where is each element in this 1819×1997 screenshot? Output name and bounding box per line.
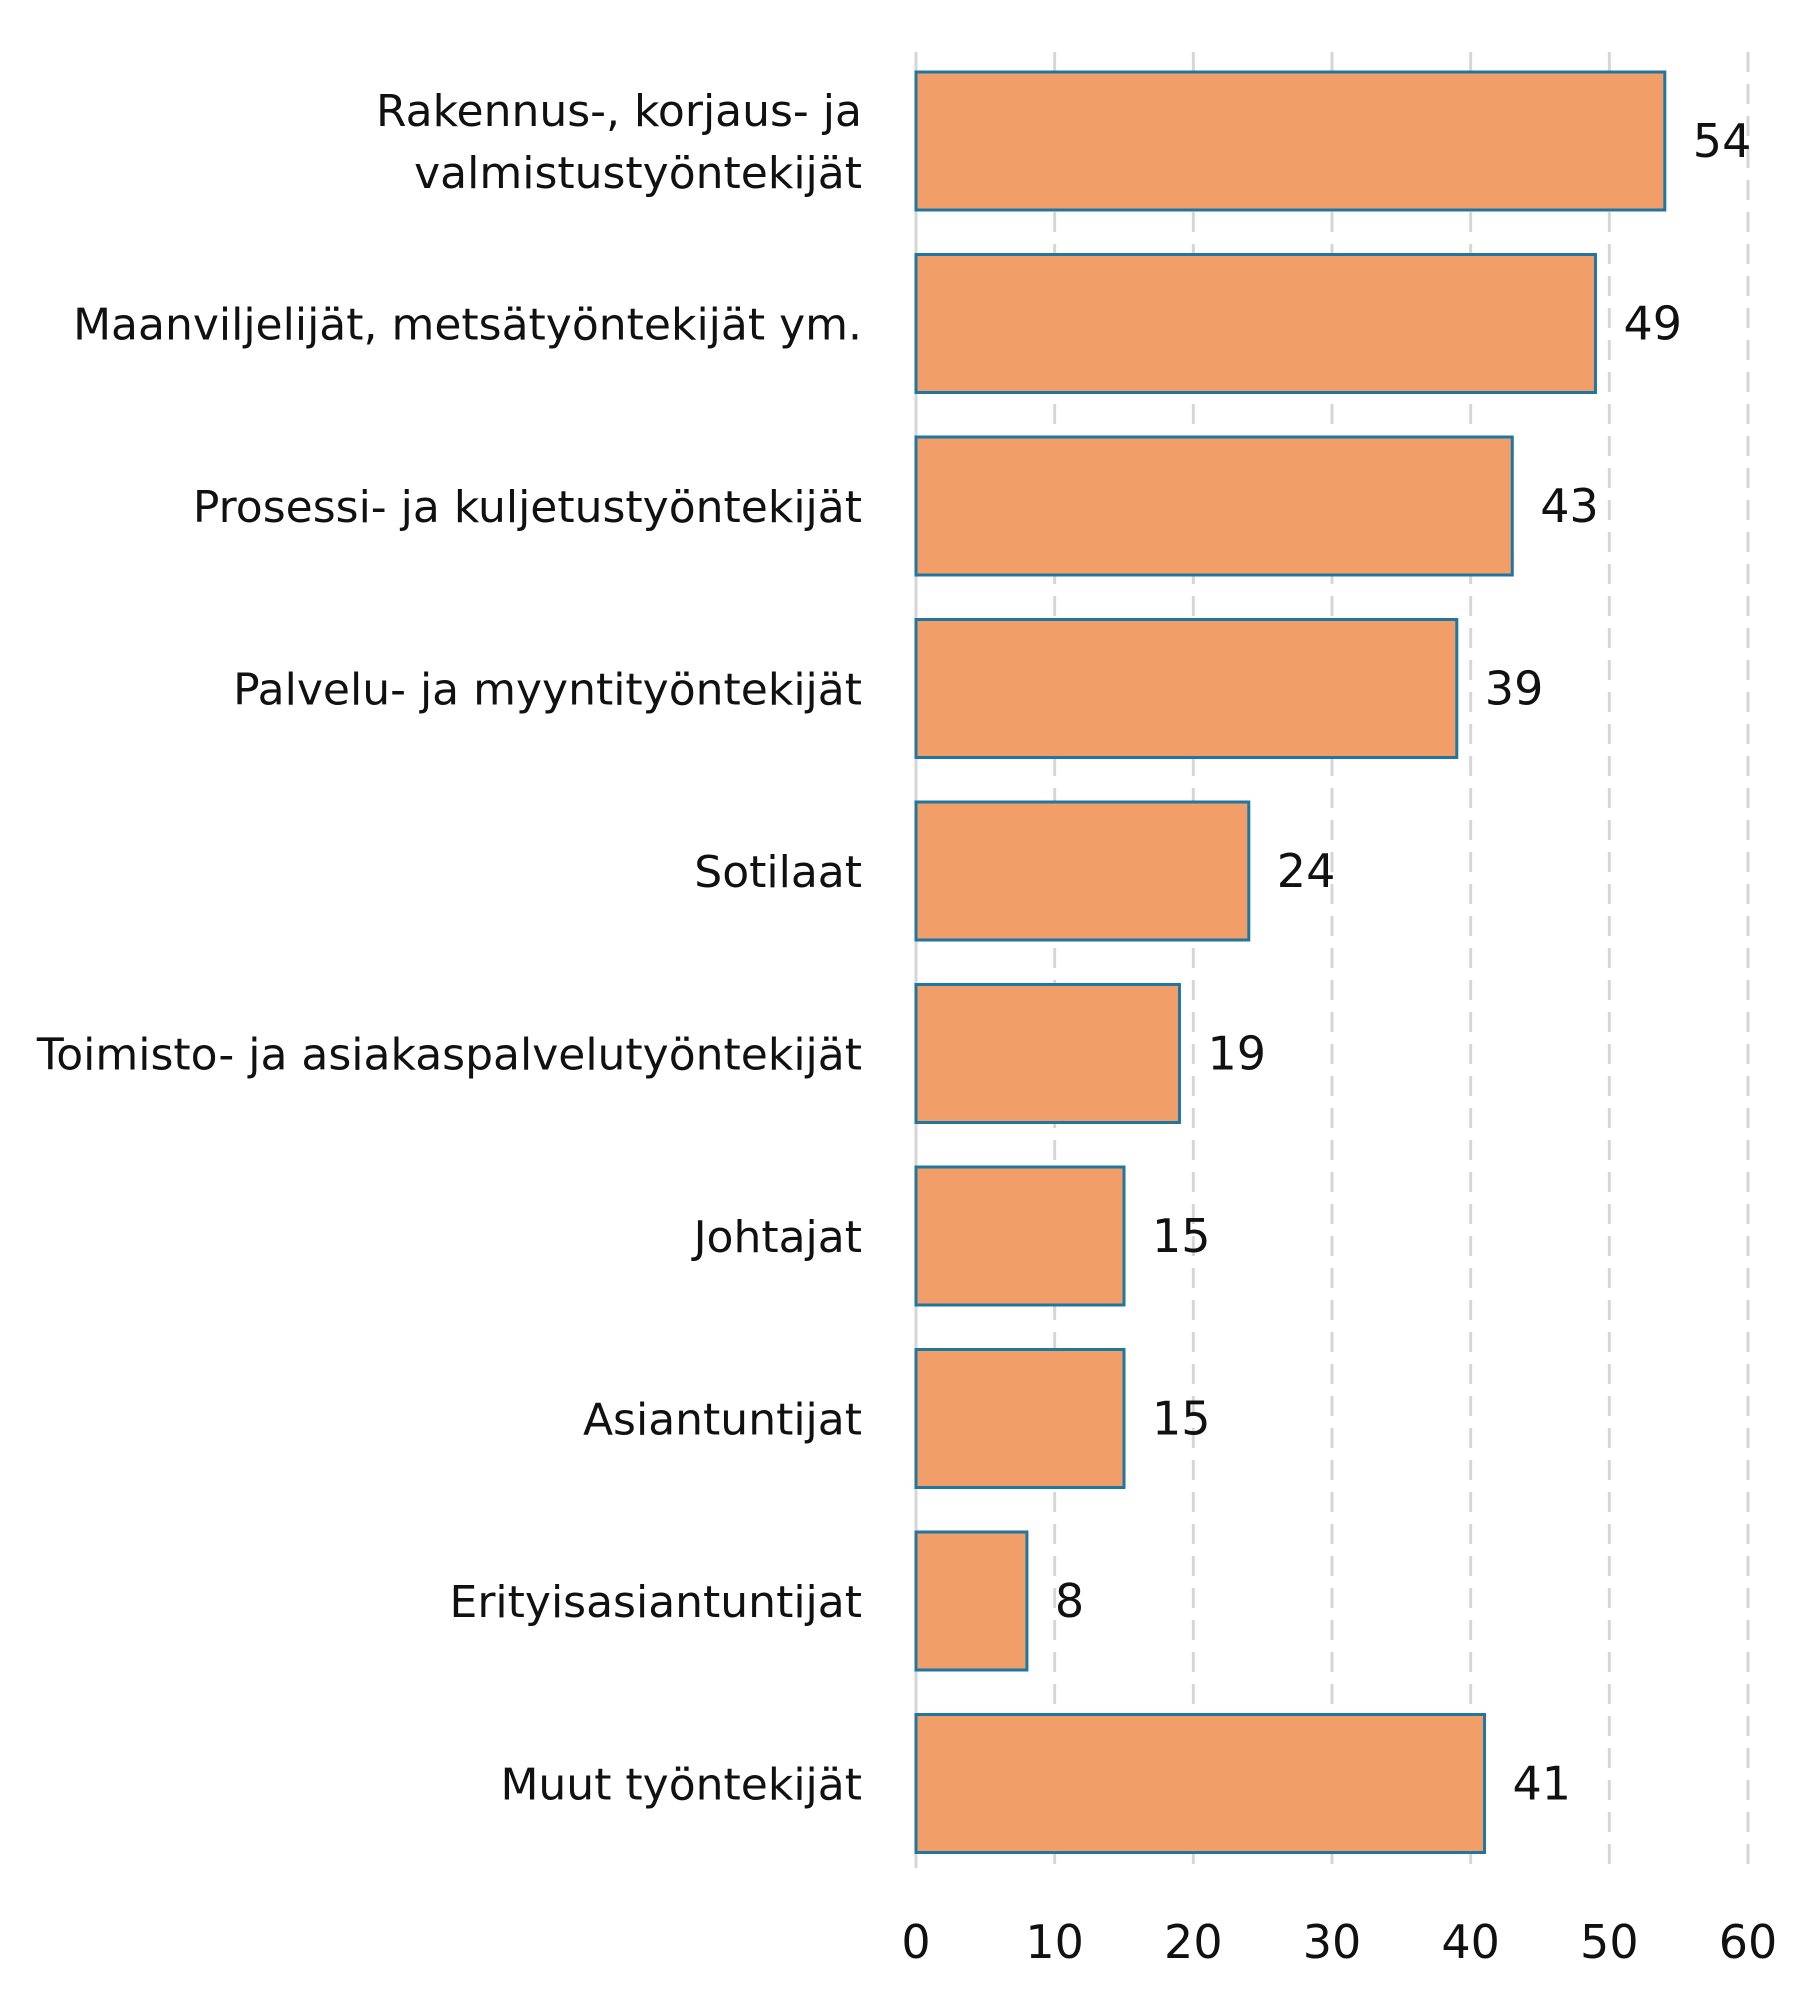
value-label-9: 41 <box>1513 1757 1572 1811</box>
bar-4 <box>914 800 1251 942</box>
x-tick-label-30: 30 <box>1303 1915 1362 1969</box>
category-label-0: Rakennus-, korjaus- ja valmistustyöntekij… <box>376 86 862 199</box>
value-label-7: 15 <box>1152 1392 1211 1446</box>
category-label-4: Sotilaat <box>694 847 862 898</box>
category-label-9: Muut työntekijät <box>500 1760 862 1811</box>
bar-3 <box>914 618 1459 759</box>
category-label-line: Palvelu- ja myyntityöntekijät <box>233 665 862 716</box>
x-tick-label-40: 40 <box>1441 1915 1500 1969</box>
category-label-8: Erityisasiantuntijat <box>450 1577 862 1628</box>
bar-5 <box>914 983 1181 1124</box>
value-label-5: 19 <box>1207 1027 1266 1081</box>
bar-1 <box>914 253 1597 394</box>
category-label-line: Prosessi- ja kuljetustyöntekijät <box>193 482 862 533</box>
value-label-4: 24 <box>1277 844 1336 898</box>
category-label-line: valmistustyöntekijät <box>414 148 862 199</box>
x-axis-ticks: 0 10 20 30 40 50 60 <box>901 1915 1777 1969</box>
category-labels: Rakennus-, korjaus- ja valmistustyöntekij… <box>36 86 862 1811</box>
value-label-8: 8 <box>1055 1574 1084 1628</box>
value-label-0: 54 <box>1693 114 1752 168</box>
bar-7 <box>914 1348 1126 1489</box>
bar-2 <box>914 435 1514 577</box>
category-label-line: Toimisto- ja asiakaspalvelutyöntekijät <box>36 1030 862 1081</box>
x-tick-label-50: 50 <box>1580 1915 1639 1969</box>
x-tick-label-0: 0 <box>901 1915 930 1969</box>
category-label-line: Asiantuntijat <box>583 1395 862 1446</box>
category-label-2: Prosessi- ja kuljetustyöntekijät <box>193 482 862 533</box>
bar-0 <box>914 70 1667 212</box>
category-label-3: Palvelu- ja myyntityöntekijät <box>233 665 862 716</box>
category-label-6: Johtajat <box>691 1212 862 1263</box>
x-tick-label-20: 20 <box>1164 1915 1223 1969</box>
x-tick-label-60: 60 <box>1719 1915 1778 1969</box>
category-label-line: Johtajat <box>691 1212 862 1263</box>
category-label-line: Sotilaat <box>694 847 862 898</box>
category-label-1: Maanviljelijät, metsätyöntekijät ym. <box>73 300 862 351</box>
category-label-line: Rakennus-, korjaus- ja <box>376 86 862 137</box>
bar-9 <box>914 1713 1487 1854</box>
value-label-3: 39 <box>1485 662 1544 716</box>
value-label-6: 15 <box>1152 1209 1211 1263</box>
bars <box>914 70 1667 1854</box>
value-label-2: 43 <box>1540 479 1599 533</box>
bar-6 <box>914 1165 1126 1307</box>
bar-8 <box>914 1530 1029 1672</box>
value-label-1: 49 <box>1623 297 1682 351</box>
category-label-line: Erityisasiantuntijat <box>450 1577 862 1628</box>
x-tick-label-10: 10 <box>1025 1915 1084 1969</box>
category-label-line: Maanviljelijät, metsätyöntekijät ym. <box>73 300 862 351</box>
category-label-5: Toimisto- ja asiakaspalvelutyöntekijät <box>36 1030 862 1081</box>
value-labels: 54 49 43 39 24 19 15 15 8 41 <box>1055 114 1751 1811</box>
category-label-line: Muut työntekijät <box>500 1760 862 1811</box>
category-label-7: Asiantuntijat <box>583 1395 862 1446</box>
